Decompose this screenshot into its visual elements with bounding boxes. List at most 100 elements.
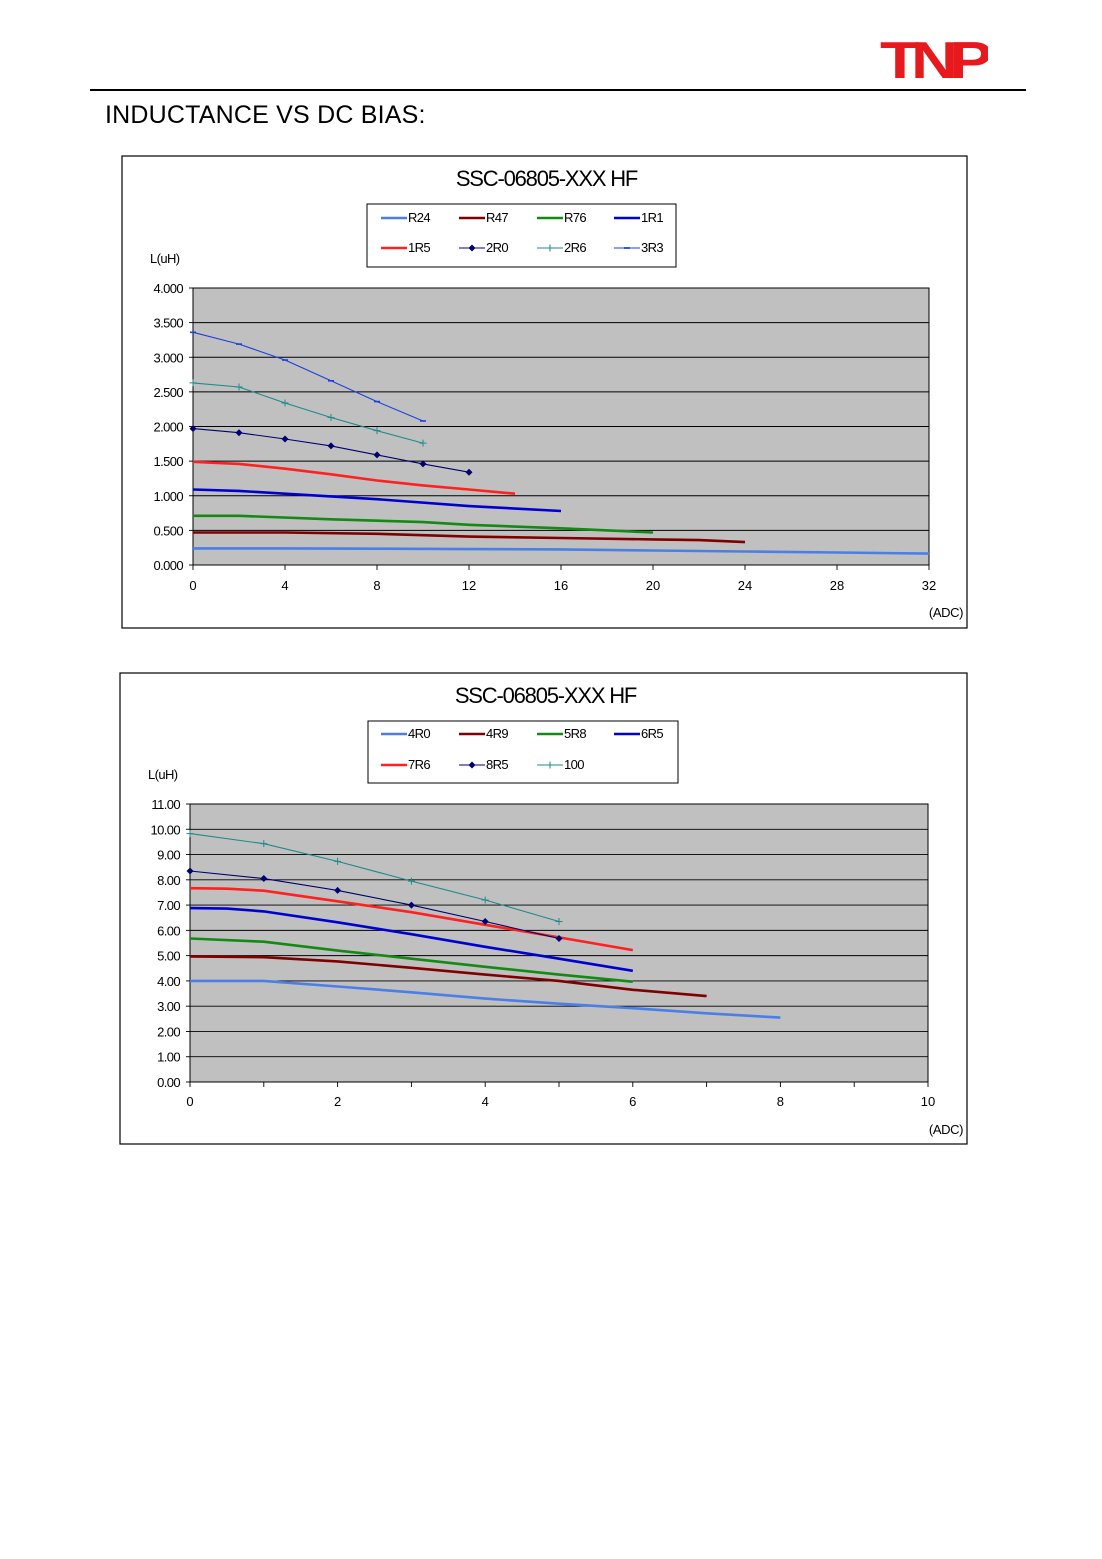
x-tick-label: 28: [830, 578, 844, 593]
series-6R5: [189, 906, 634, 973]
legend-label: 4R0: [408, 726, 430, 741]
x-tick-label: 0: [186, 1094, 193, 1109]
legend-label: 2R0: [486, 240, 508, 255]
series-1R5: [192, 460, 516, 495]
data-point: [189, 425, 197, 433]
series-7R6: [189, 886, 634, 952]
series-R76: [193, 514, 654, 534]
data-point: [373, 427, 381, 435]
x-tick-label: 12: [462, 578, 476, 593]
series-line: [189, 833, 560, 923]
x-tick-label: 4: [281, 578, 288, 593]
x-tick-label: 6: [629, 1094, 636, 1109]
legend-box: [367, 720, 679, 784]
series-line: [193, 531, 746, 544]
x-tick-label: 2: [334, 1094, 341, 1109]
y-tick-label: 6.00: [157, 923, 180, 938]
data-point: [419, 439, 427, 447]
series-3R3: [190, 331, 426, 422]
plot-area: [192, 287, 930, 566]
legend-item-4R0: 4R0: [381, 726, 431, 741]
header-rule: [90, 89, 1026, 91]
x-tick-label: 8: [373, 578, 380, 593]
x-tick-label: 4: [482, 1094, 489, 1109]
x-axis-label: (ADC): [929, 605, 963, 620]
x-axis-label: (ADC): [929, 1122, 963, 1137]
legend-item-100: 100: [537, 757, 585, 772]
legend: 4R0 4R9 5R8 6R5 7R6 8R5 100: [367, 720, 679, 784]
data-point: [373, 451, 381, 459]
y-axis-label: L(uH): [150, 251, 180, 266]
series-line: [189, 937, 633, 983]
legend-label: 3R3: [641, 240, 663, 255]
series-line: [189, 906, 634, 973]
data-point: [334, 886, 342, 894]
chart-2: SSC-06805-XXX HF 0.00 1.00 2.00 3.00 4.00 5.00…: [119, 672, 968, 1145]
series-8R5: [186, 867, 563, 942]
data-point: [281, 399, 289, 407]
legend-item-R24: R24: [381, 210, 431, 225]
legend-label: 100: [564, 757, 584, 772]
legend-label: 6R5: [641, 726, 663, 741]
tnp-logo: TNP: [880, 32, 988, 82]
y-tick-label: 5.00: [157, 949, 180, 964]
legend-item-2R0: 2R0: [459, 240, 509, 255]
legend-item-1R5: 1R5: [381, 240, 431, 255]
legend-label: 5R8: [564, 726, 586, 741]
legend: R24 R47 R76 1R1 1R5 2R0 2R6 3R3: [366, 203, 677, 268]
series-5R8: [189, 937, 633, 983]
series-2R0: [189, 425, 473, 476]
legend-label: 1R1: [641, 210, 663, 225]
y-tick-label: 1.500: [153, 454, 183, 469]
y-tick-label: 10.00: [150, 822, 180, 837]
series-line: [192, 428, 470, 473]
x-tick-label: 0: [189, 578, 196, 593]
y-tick-label: 4.000: [153, 281, 183, 296]
legend-label: R24: [408, 210, 430, 225]
legend-label: 2R6: [564, 240, 586, 255]
y-tick-label: 3.500: [153, 316, 183, 331]
chart-frame: [119, 672, 968, 1145]
data-point: [407, 901, 415, 909]
x-tick-label: 16: [554, 578, 568, 593]
series-4R0: [190, 979, 781, 1019]
legend-item-2R6: 2R6: [537, 240, 587, 255]
plot-area: [189, 803, 929, 1083]
legend-label: R76: [564, 210, 586, 225]
chart-frame: [121, 155, 968, 629]
chart-title: SSC-06805-XXX HF: [455, 683, 637, 708]
data-point: [481, 896, 489, 904]
data-point: [327, 442, 335, 450]
data-point: [419, 460, 427, 468]
legend-item-R47: R47: [459, 210, 509, 225]
series-R24: [193, 547, 930, 555]
series-line: [189, 886, 634, 952]
data-point: [281, 435, 289, 443]
series-2R6: [189, 379, 427, 447]
y-tick-label: 2.000: [153, 420, 183, 435]
legend-item-1R1: 1R1: [614, 210, 664, 225]
series-line: [192, 382, 424, 444]
legend-label: 8R5: [486, 757, 508, 772]
legend-item-6R5: 6R5: [614, 726, 664, 741]
legend-marker: [468, 244, 476, 252]
series-R47: [193, 531, 746, 544]
series-line: [192, 488, 562, 513]
legend-label: 4R9: [486, 726, 508, 741]
x-tick-label: 20: [646, 578, 660, 593]
chart-title: SSC-06805-XXX HF: [456, 166, 638, 191]
legend-label: R47: [486, 210, 508, 225]
legend-item-R76: R76: [537, 210, 587, 225]
x-tick-label: 8: [777, 1094, 784, 1109]
y-tick-label: 3.000: [153, 350, 183, 365]
svg-text:TNP: TNP: [880, 32, 988, 82]
data-point: [555, 934, 563, 942]
series-line: [193, 547, 930, 555]
legend-label: 1R5: [408, 240, 430, 255]
data-point: [465, 468, 473, 476]
y-tick-label: 11.00: [151, 797, 180, 812]
page-heading: INDUCTANCE VS DC BIAS:: [105, 101, 426, 129]
data-point: [260, 840, 268, 848]
legend-item-4R9: 4R9: [459, 726, 509, 741]
y-tick-label: 2.00: [157, 1024, 180, 1039]
